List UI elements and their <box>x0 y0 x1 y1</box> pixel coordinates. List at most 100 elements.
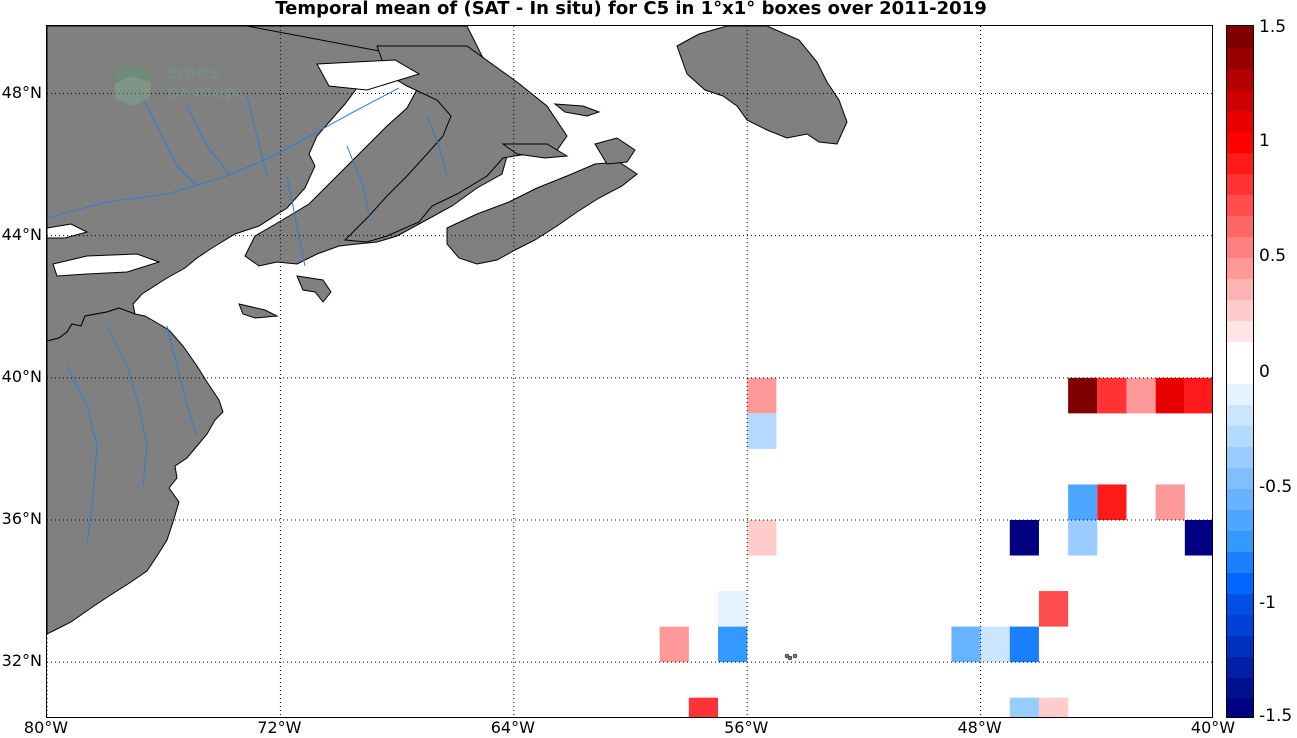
river-line <box>47 87 400 219</box>
data-cells-layer <box>659 377 1212 717</box>
lake-shape <box>52 253 161 277</box>
data-cell <box>1155 377 1185 414</box>
data-cell <box>718 591 748 627</box>
land-shape <box>594 137 636 165</box>
colorbar-segment <box>1227 89 1253 111</box>
land-shape <box>676 26 848 145</box>
river-line <box>66 365 98 547</box>
colorbar-segment <box>1227 509 1253 531</box>
data-cell <box>1038 591 1069 627</box>
colorbar-segment <box>1227 572 1253 594</box>
data-cell <box>1038 697 1069 717</box>
colorbar-segment <box>1227 677 1253 699</box>
logo-text-line2: pi-mep <box>167 82 238 103</box>
lon-tick-label: 40°W <box>1190 718 1236 737</box>
lon-tick-label: 64°W <box>490 718 535 737</box>
lon-tick-label: 56°W <box>724 718 769 737</box>
data-cell <box>1155 484 1185 520</box>
colorbar <box>1226 25 1254 718</box>
colorbar-tick-label: 1.5 <box>1259 17 1287 37</box>
map-title: Temporal mean of (SAT - In situ) for C5 … <box>275 0 987 19</box>
lon-tick-label: 80°W <box>23 718 69 737</box>
colorbar-tick-label: -1 <box>1259 592 1276 613</box>
data-cell <box>951 626 981 663</box>
data-cell <box>1068 519 1098 556</box>
map-canvas <box>47 26 1212 717</box>
lake-shape <box>47 223 89 239</box>
data-cell <box>1097 377 1127 414</box>
colorbar-segment <box>1227 47 1253 69</box>
data-cell <box>747 377 777 414</box>
colorbar-tick-label: 0.5 <box>1259 246 1287 266</box>
land-layer <box>47 26 848 661</box>
lon-tick-label: 48°W <box>957 718 1002 737</box>
land-shape <box>553 103 601 117</box>
colorbar-segment <box>1227 152 1253 174</box>
colorbar-segment <box>1227 467 1253 489</box>
data-cell <box>688 697 719 717</box>
data-cell <box>718 626 748 663</box>
logo-mark-icon <box>115 64 151 106</box>
colorbar-segment <box>1227 26 1253 48</box>
colorbar-segment <box>1227 173 1253 195</box>
graticule-layer <box>47 26 1212 717</box>
colorbar-tick-label: -0.5 <box>1259 477 1293 497</box>
colorbar-segment <box>1227 593 1253 615</box>
data-cell <box>1097 484 1127 520</box>
data-cell <box>1126 377 1156 414</box>
colorbar-segment <box>1227 404 1253 426</box>
colorbar-segment <box>1227 656 1253 678</box>
data-cell <box>1009 697 1039 717</box>
colorbar-segment <box>1227 299 1253 321</box>
lat-tick-label: 48°N <box>1 82 42 102</box>
colorbar-segment <box>1227 698 1253 717</box>
map-plot-area[interactable]: smos pi-mep <box>46 25 1213 718</box>
data-cell <box>1184 519 1212 556</box>
data-cell <box>747 413 777 449</box>
colorbar-segment <box>1227 551 1253 573</box>
lat-tick-label: 32°N <box>1 651 42 671</box>
island-shape <box>792 653 798 659</box>
river-line <box>426 115 448 177</box>
land-shape <box>47 307 224 635</box>
colorbar-tick-label: 0 <box>1259 361 1270 382</box>
land-shape <box>446 161 638 265</box>
logo-text-line1: smos <box>167 62 220 83</box>
colorbar-segment <box>1227 320 1253 342</box>
colorbar-segment <box>1227 425 1253 447</box>
data-cell <box>659 626 689 663</box>
smos-pimep-logo: smos pi-mep <box>113 62 253 110</box>
colorbar-segment <box>1227 635 1253 657</box>
colorbar-segment <box>1227 383 1253 405</box>
colorbar-segment <box>1227 278 1253 300</box>
colorbar-segment <box>1227 446 1253 468</box>
data-cell <box>747 519 777 556</box>
colorbar-segment <box>1227 362 1253 384</box>
river-line <box>186 105 230 175</box>
data-cell <box>1009 519 1039 556</box>
colorbar-segment <box>1227 194 1253 216</box>
colorbar-segment <box>1227 68 1253 90</box>
colorbar-segment <box>1227 236 1253 258</box>
colorbar-segment <box>1227 341 1253 363</box>
data-cell <box>1068 377 1098 414</box>
colorbar-tick-label: 1 <box>1259 130 1270 151</box>
island-shape <box>787 655 793 661</box>
colorbar-segment <box>1227 110 1253 132</box>
lat-tick-label: 40°N <box>1 366 42 386</box>
data-cell <box>1184 377 1212 414</box>
lon-tick-label: 72°W <box>257 718 302 737</box>
river-line <box>106 325 148 487</box>
data-cell <box>980 626 1010 663</box>
data-cell <box>1068 484 1098 520</box>
river-line <box>346 145 370 217</box>
colorbar-segment <box>1227 131 1253 153</box>
colorbar-segment <box>1227 257 1253 279</box>
colorbar-segment <box>1227 614 1253 636</box>
river-line <box>246 95 268 177</box>
river-line <box>166 325 198 437</box>
lake-shape <box>316 59 421 91</box>
lat-tick-label: 44°N <box>1 224 42 244</box>
land-shape <box>296 275 332 303</box>
lat-tick-label: 36°N <box>1 508 42 528</box>
